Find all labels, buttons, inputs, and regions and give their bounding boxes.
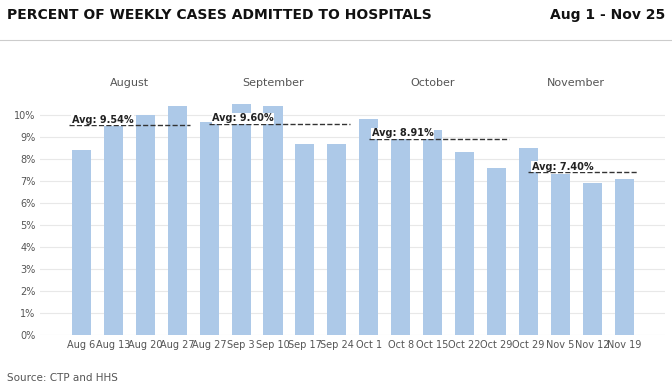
Text: Avg: 9.60%: Avg: 9.60% [212,113,274,123]
Bar [455,152,474,335]
Bar [423,131,442,335]
Bar [359,119,378,335]
Bar [263,106,283,335]
Bar [487,168,506,335]
Text: PERCENT OF WEEKLY CASES ADMITTED TO HOSPITALS: PERCENT OF WEEKLY CASES ADMITTED TO HOSP… [7,8,431,22]
Bar [168,106,187,335]
Bar [327,144,347,335]
Bar [136,115,155,335]
Text: November: November [547,78,605,88]
Text: October: October [411,78,455,88]
Bar [104,126,123,335]
Text: Avg: 9.54%: Avg: 9.54% [72,115,134,125]
Bar [200,122,219,335]
Bar [519,148,538,335]
Bar [550,174,570,335]
Bar [296,144,314,335]
Text: Avg: 8.91%: Avg: 8.91% [372,129,433,139]
Text: Aug 1 - Nov 25: Aug 1 - Nov 25 [550,8,665,22]
Text: Source: CTP and HHS: Source: CTP and HHS [7,373,118,383]
Bar [391,132,410,335]
Text: August: August [110,78,149,88]
Bar [72,150,91,335]
Bar [614,179,634,335]
Text: Avg: 7.40%: Avg: 7.40% [532,162,593,172]
Bar [583,183,601,335]
Bar [232,104,251,335]
Text: September: September [242,78,304,88]
